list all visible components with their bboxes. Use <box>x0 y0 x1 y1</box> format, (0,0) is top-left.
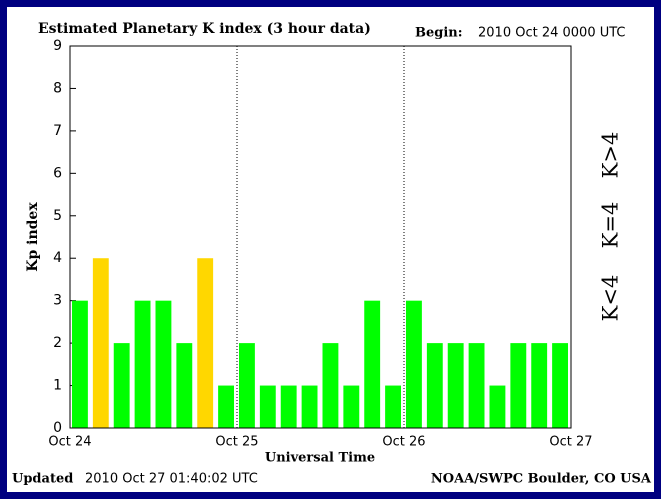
updated-value: 2010 Oct 27 01:40:02 UTC <box>85 472 258 487</box>
y-tick-label: 9 <box>53 38 62 54</box>
bar <box>552 343 568 428</box>
bar <box>301 385 318 428</box>
y-tick-label: 1 <box>53 378 62 394</box>
x-tick-label: Oct 24 <box>48 435 91 450</box>
bar <box>364 300 381 428</box>
legend-entry: K=4 <box>599 202 623 249</box>
begin-label: Begin: <box>415 26 463 41</box>
bar <box>280 385 297 428</box>
x-axis-label: Universal Time <box>265 451 375 466</box>
y-tick-label: 5 <box>53 208 62 224</box>
bar <box>406 300 422 428</box>
y-tick-label: 8 <box>53 80 62 96</box>
legend-entry: K<4 <box>599 275 623 322</box>
x-tick-label: Oct 26 <box>382 435 425 450</box>
bar <box>343 385 360 428</box>
updated-label: Updated <box>12 472 73 487</box>
bar <box>239 343 255 428</box>
bar <box>92 258 109 428</box>
y-axis-label: Kp index <box>25 202 41 272</box>
bar <box>113 343 130 428</box>
bar <box>72 300 88 428</box>
x-tick-label: Oct 25 <box>215 435 258 450</box>
y-tick-label: 3 <box>53 293 62 309</box>
bar <box>510 343 527 428</box>
bar <box>468 343 485 428</box>
x-tick-label: Oct 27 <box>549 435 592 450</box>
y-tick-label: 0 <box>53 420 62 436</box>
bar <box>218 385 234 428</box>
bar <box>385 385 401 428</box>
source: NOAA/SWPC Boulder, CO USA <box>431 472 652 487</box>
chart-title: Estimated Planetary K index (3 hour data… <box>38 21 371 37</box>
y-tick-label: 4 <box>53 250 62 266</box>
y-tick-label: 7 <box>53 123 62 139</box>
bar <box>134 300 151 428</box>
plot-frame <box>69 45 572 429</box>
bar <box>259 385 276 428</box>
bar <box>197 258 214 428</box>
bar <box>155 300 172 428</box>
y-tick-label: 6 <box>53 165 62 181</box>
y-tick-label: 2 <box>53 335 62 351</box>
begin-value: 2010 Oct 24 0000 UTC <box>478 26 626 41</box>
bar <box>176 343 193 428</box>
bar <box>322 343 339 428</box>
bar <box>489 385 506 428</box>
bar <box>531 343 548 428</box>
bar <box>447 343 464 428</box>
bar <box>426 343 443 428</box>
legend-entry: K>4 <box>599 132 623 179</box>
